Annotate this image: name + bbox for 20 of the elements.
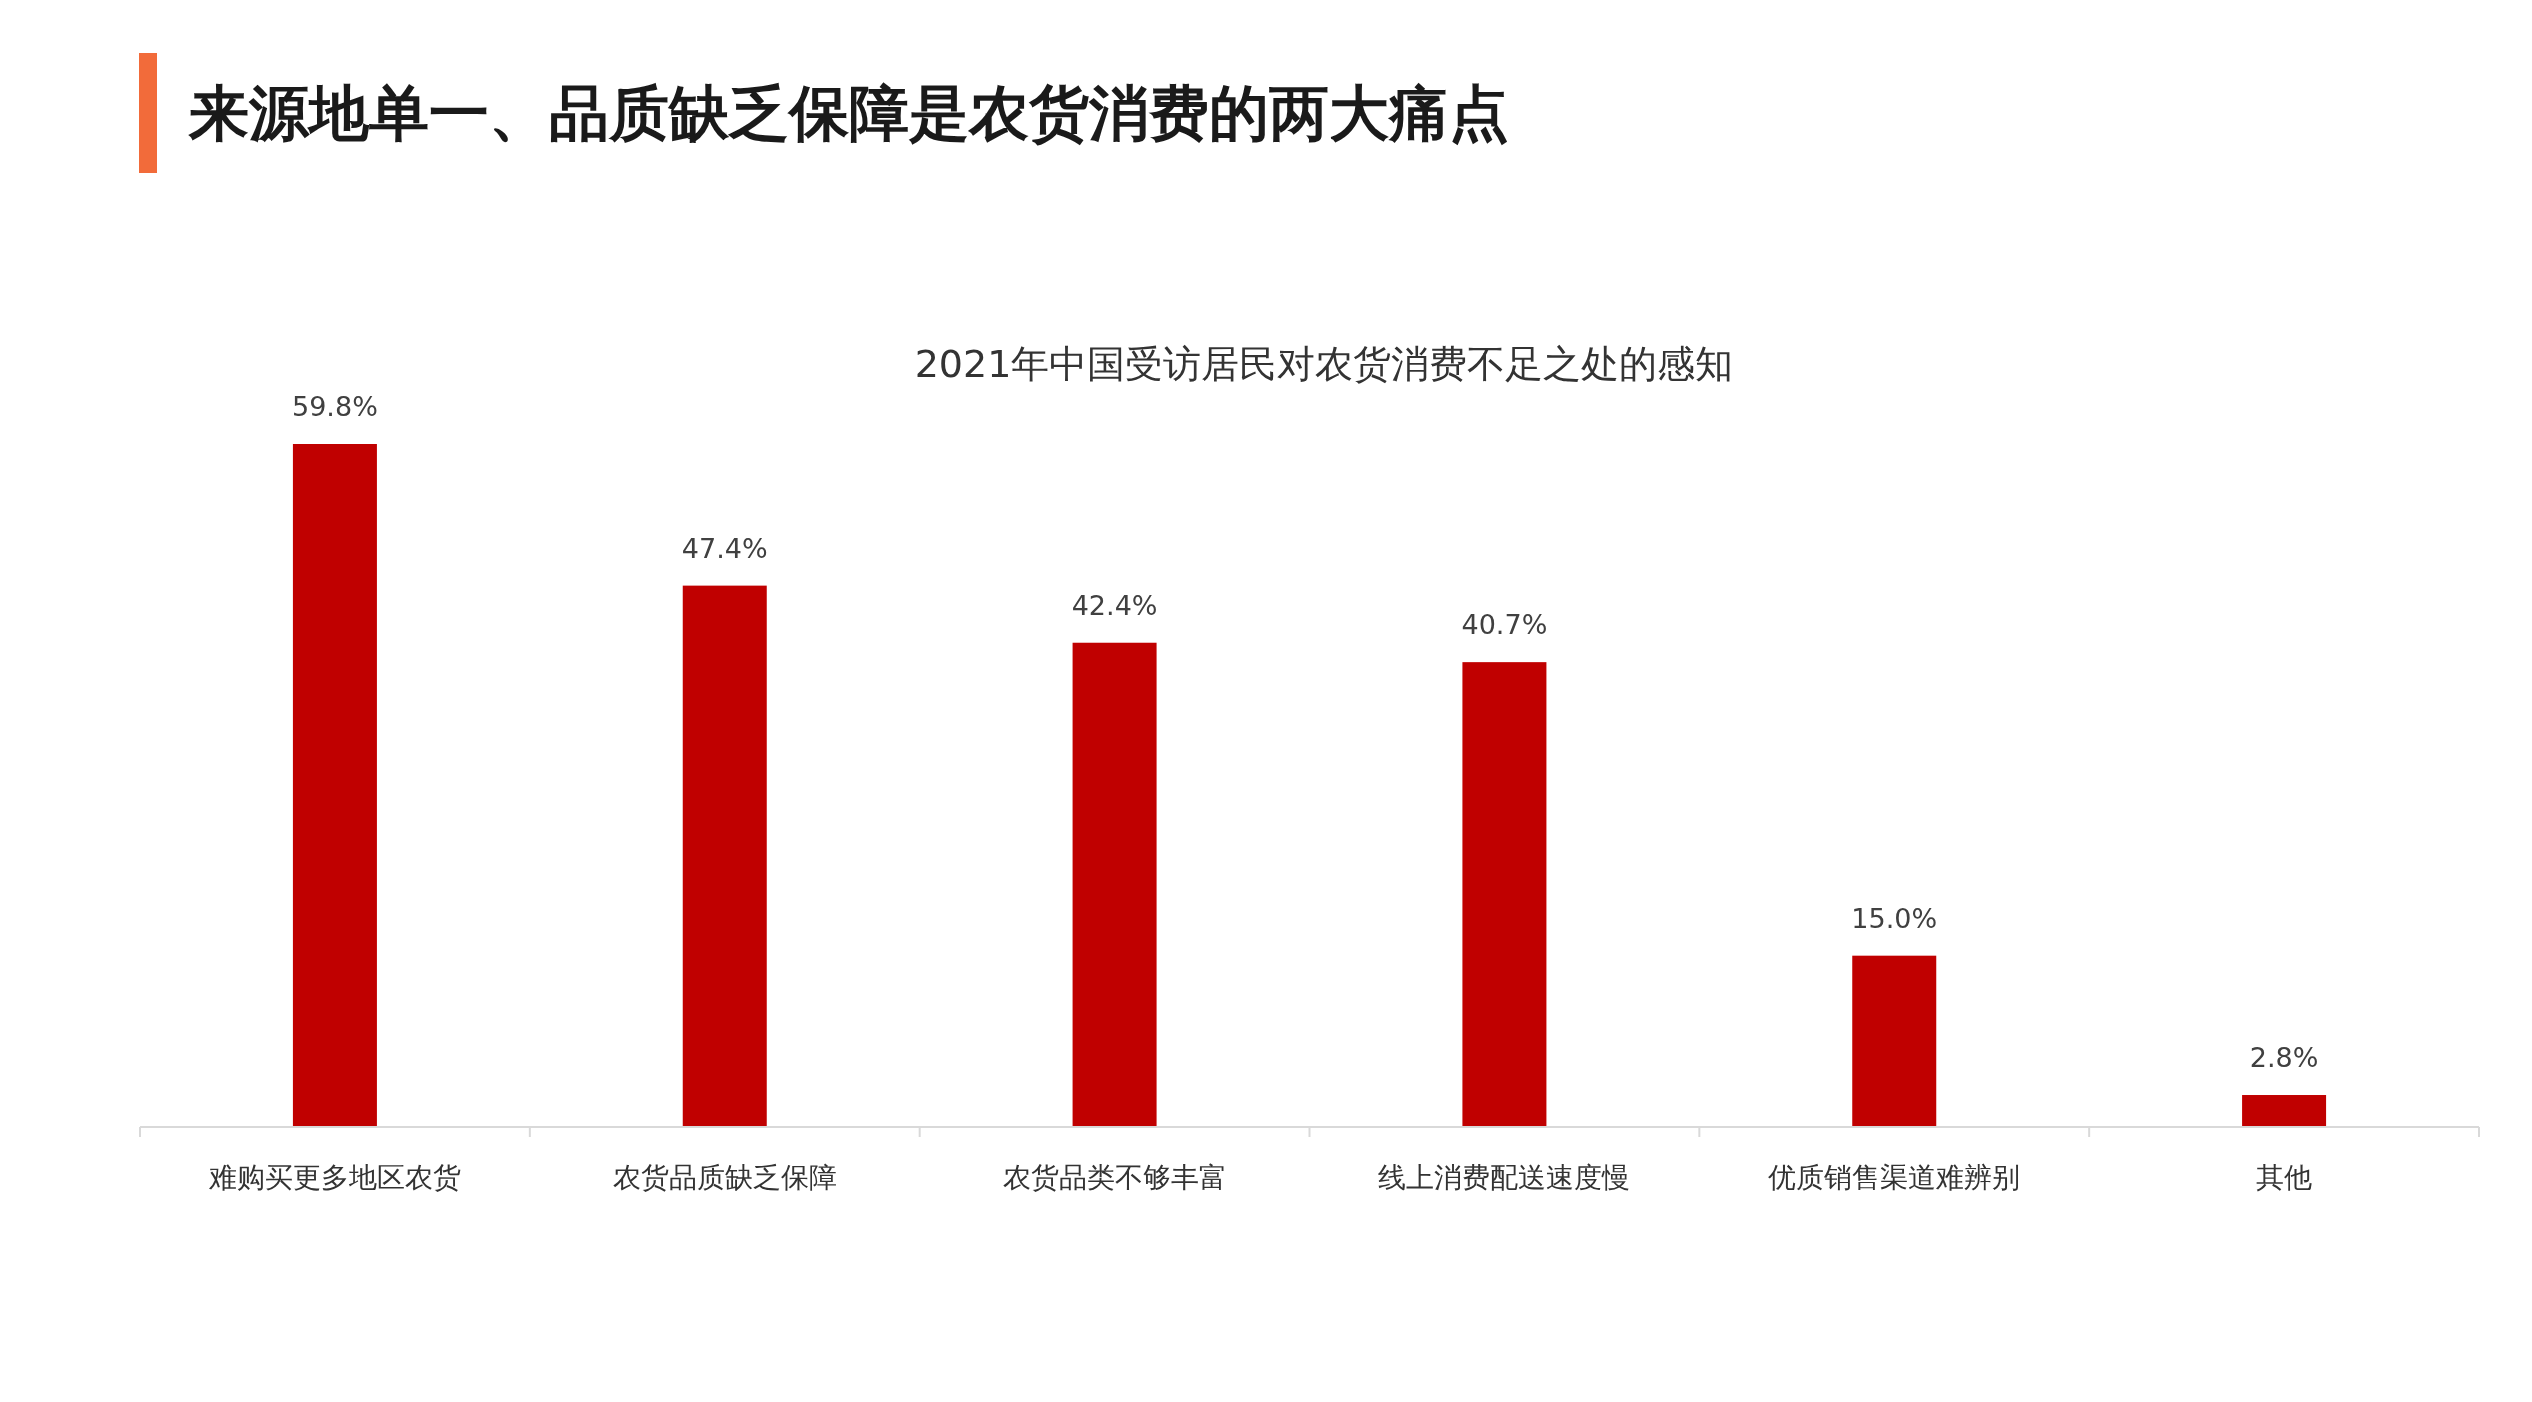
chart-subtitle: 2021年中国受访居民对农货消费不足之处的感知 [914,342,1734,386]
data-label: 47.4% [681,532,768,564]
bar [1852,955,1937,1127]
data-label: 40.7% [1461,609,1548,641]
data-label: 59.8% [292,391,378,422]
x-tick-label: 农货品质缺乏保障 [612,1161,837,1194]
bar [682,585,767,1127]
data-label: 2.8% [2249,1042,2319,1074]
bar [2242,1095,2327,1127]
data-label: 42.4% [1071,589,1158,621]
x-tick-label: 线上消费配送速度慢 [1378,1161,1631,1194]
bar [1072,642,1157,1127]
x-tick-label: 其他 [2256,1161,2313,1194]
chart-title: 来源地单一、品质缺乏保障是农货消费的两大痛点 [188,78,1509,148]
bar [1462,662,1547,1127]
data-label: 15.0% [1851,902,1938,934]
x-tick-label: 难购买更多地区农货 [207,1161,461,1194]
bar [292,444,377,1127]
x-tick-label: 农货品类不够丰富 [1002,1161,1227,1194]
x-tick-label: 优质销售渠道难辨别 [1768,1161,2021,1194]
